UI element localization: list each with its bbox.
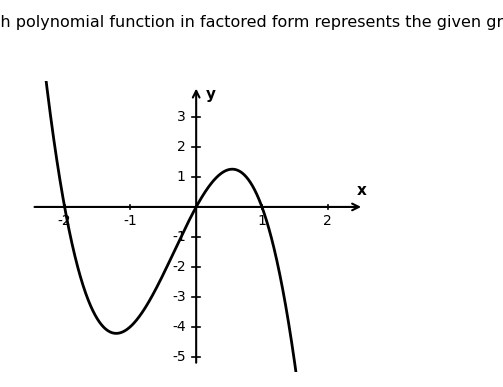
Text: x: x	[357, 183, 367, 198]
Text: -1: -1	[124, 214, 137, 228]
Text: Which polynomial function in factored form represents the given graph?: Which polynomial function in factored fo…	[0, 15, 503, 31]
Text: 2: 2	[323, 214, 332, 228]
Text: -2: -2	[58, 214, 71, 228]
Text: 1: 1	[177, 170, 186, 184]
Text: y: y	[206, 87, 216, 102]
Text: -1: -1	[172, 230, 186, 244]
Text: -4: -4	[172, 320, 186, 334]
Text: -2: -2	[172, 260, 186, 274]
Text: -3: -3	[172, 290, 186, 304]
Text: 3: 3	[177, 110, 186, 124]
Text: 1: 1	[258, 214, 267, 228]
Text: -5: -5	[172, 349, 186, 363]
Text: 2: 2	[177, 140, 186, 154]
